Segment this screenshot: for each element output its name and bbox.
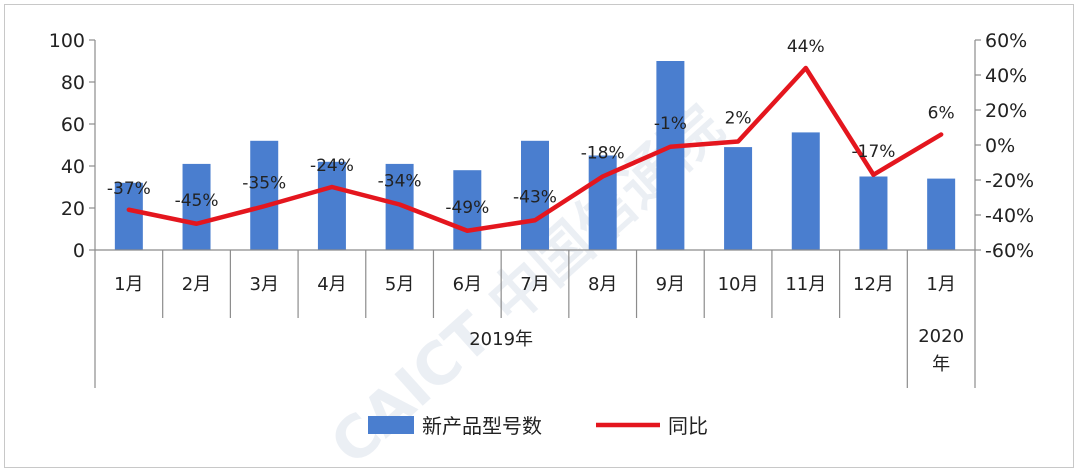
chart-frame: [4, 4, 1074, 468]
legend-label-line: 同比: [668, 414, 708, 438]
line-data-label: -1%: [654, 114, 687, 134]
line-data-label: -43%: [513, 187, 557, 207]
line-data-label: 6%: [928, 104, 955, 124]
bar: [521, 140, 549, 250]
x-tick-label: 8月: [588, 274, 617, 295]
line-data-label: -49%: [445, 198, 489, 218]
yoy-line: [126, 65, 944, 233]
bar: [927, 178, 956, 250]
bar: [317, 161, 346, 250]
y-left-tick-label: 60: [61, 114, 85, 136]
bar: [724, 147, 753, 250]
y-right-tick-label: 20%: [985, 100, 1027, 122]
legend-swatch-bar: [368, 416, 414, 434]
y-right-tick-label: 0%: [985, 135, 1015, 157]
bar: [182, 163, 211, 250]
bar: [859, 176, 888, 250]
x-tick-label: 11月: [785, 274, 826, 295]
line-data-label: -37%: [107, 179, 151, 199]
x-tick-label: 5月: [385, 274, 414, 295]
bar: [656, 61, 685, 250]
x-group-label: 2020: [918, 326, 964, 347]
y-left-tick-label: 0: [73, 240, 85, 262]
y-right-tick-label: 40%: [985, 65, 1027, 87]
x-tick-label: 1月: [926, 274, 955, 295]
bar: [588, 155, 617, 250]
line-data-label: -35%: [242, 173, 286, 193]
y-left-tick-label: 100: [49, 30, 85, 52]
bar: [791, 132, 820, 250]
x-tick-label: 10月: [718, 274, 759, 295]
x-tick-label: 7月: [520, 274, 549, 295]
y-right-tick-label: -20%: [985, 170, 1034, 192]
line-data-label: -24%: [310, 156, 354, 176]
y-right-tick-label: -40%: [985, 205, 1034, 227]
line-data-label: -34%: [378, 172, 422, 192]
y-right-tick-label: 60%: [985, 30, 1027, 52]
legend-label-bar: 新产品型号数: [422, 414, 542, 438]
x-tick-label: 3月: [250, 274, 279, 295]
y-left-tick-label: 40: [61, 156, 85, 178]
line-data-label: -17%: [852, 142, 896, 162]
bar: [250, 140, 279, 250]
x-tick-label: 2月: [182, 274, 211, 295]
line-data-label: -18%: [581, 144, 625, 164]
y-right-tick-label: -60%: [985, 240, 1034, 262]
line-data-label: -45%: [175, 191, 219, 211]
x-group-label: 2019年: [469, 329, 533, 350]
line-data-label: 44%: [787, 37, 825, 57]
x-tick-label: 4月: [317, 274, 346, 295]
line-data-label: 2%: [725, 109, 752, 129]
x-tick-label: 1月: [114, 274, 143, 295]
x-tick-label: 6月: [453, 274, 482, 295]
y-left-tick-label: 80: [61, 72, 85, 94]
x-group-label: 年: [932, 354, 950, 375]
x-tick-label: 9月: [656, 274, 685, 295]
y-left-tick-label: 20: [61, 198, 85, 220]
bar: [114, 182, 143, 250]
bar: [453, 170, 482, 250]
x-tick-label: 12月: [853, 274, 894, 295]
